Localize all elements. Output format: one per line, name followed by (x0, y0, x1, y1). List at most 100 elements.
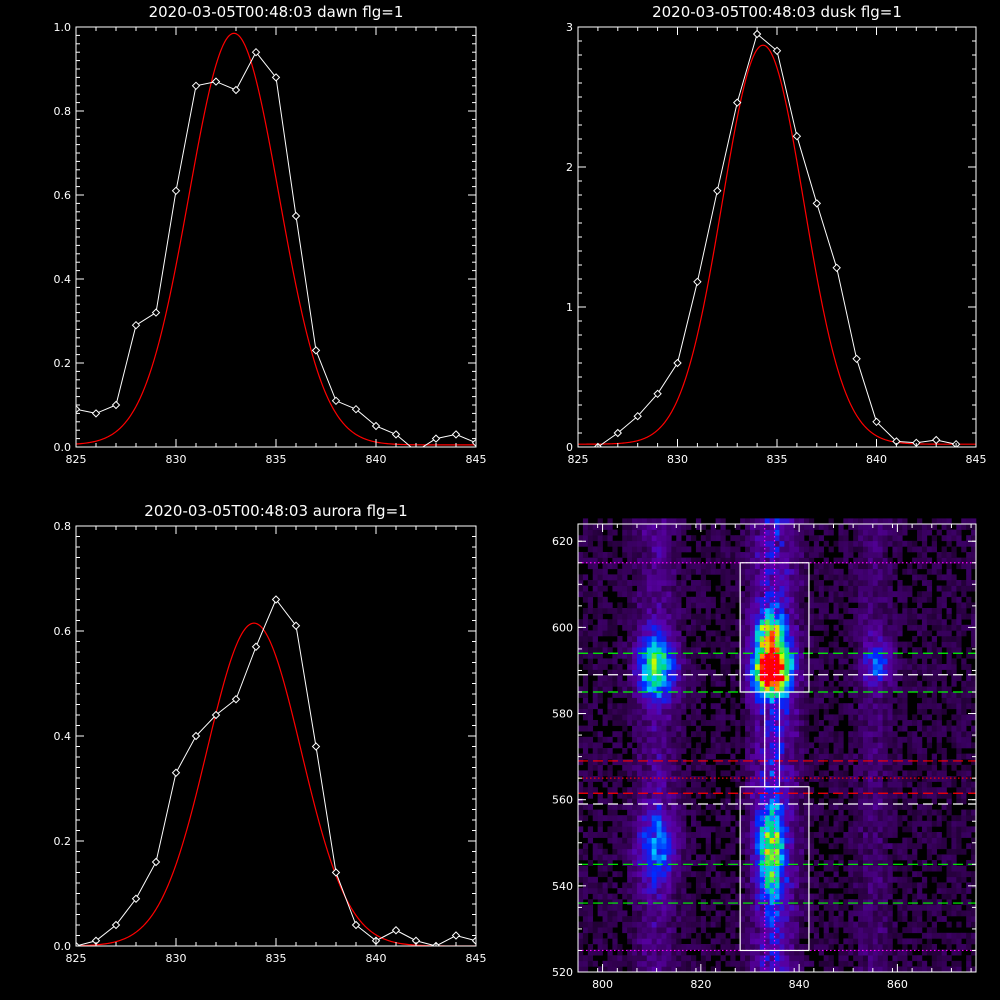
image-pixel (622, 804, 628, 810)
image-pixel (710, 804, 716, 810)
image-pixel (764, 759, 770, 766)
image-pixel (779, 781, 785, 788)
image-pixel (823, 675, 829, 682)
image-pixel (858, 602, 864, 609)
image-pixel (597, 860, 603, 866)
image-pixel (627, 832, 633, 838)
image-pixel (666, 669, 672, 676)
dusk-data-point (633, 411, 642, 421)
image-pixel (720, 518, 726, 525)
image-pixel (853, 804, 859, 810)
image-pixel (764, 720, 770, 726)
image-pixel (818, 826, 824, 833)
image-pixel (691, 843, 697, 850)
image-pixel (661, 960, 667, 967)
image-pixel (887, 641, 893, 648)
image-pixel (602, 832, 608, 838)
image-pixel (661, 658, 667, 665)
image-pixel (749, 753, 756, 760)
image-pixel (833, 781, 839, 788)
image-pixel (872, 960, 879, 967)
image-pixel (794, 860, 800, 866)
image-pixel (769, 770, 775, 777)
image-pixel (632, 770, 638, 777)
image-pixel (882, 759, 888, 766)
image-pixel (799, 580, 805, 586)
image-pixel (759, 848, 766, 855)
image-pixel (897, 630, 903, 637)
image-pixel (730, 888, 736, 894)
image-pixel (749, 916, 756, 922)
image-pixel (877, 770, 883, 777)
image-pixel (641, 652, 648, 659)
image-pixel (632, 944, 638, 950)
image-pixel (720, 552, 726, 558)
image-pixel (651, 932, 657, 939)
image-pixel (636, 619, 643, 626)
image-pixel (749, 557, 756, 564)
image-pixel (636, 518, 643, 525)
image-pixel (676, 731, 682, 738)
image-pixel (745, 893, 751, 900)
image-pixel (691, 697, 697, 704)
image-pixel (656, 820, 662, 827)
image-pixel (833, 820, 839, 827)
image-pixel (779, 888, 785, 894)
image-pixel (582, 910, 589, 917)
image-pixel (745, 608, 751, 614)
image-pixel (745, 680, 751, 687)
image-pixel (804, 932, 810, 939)
image-pixel (578, 815, 584, 822)
image-pixel (892, 630, 898, 637)
image-pixel (799, 832, 805, 838)
image-pixel (681, 748, 687, 754)
image-pixel (804, 574, 810, 581)
image-pixel (769, 664, 775, 670)
image-pixel (686, 826, 692, 833)
image-pixel (784, 832, 790, 838)
image-pixel (774, 708, 780, 715)
image-pixel (818, 552, 824, 558)
image-pixel (779, 960, 785, 967)
image-pixel (720, 893, 726, 900)
image-pixel (892, 966, 898, 973)
image-pixel (740, 518, 746, 525)
image-pixel (666, 708, 672, 715)
image-pixel (627, 652, 633, 659)
image-pixel (632, 916, 638, 922)
image-pixel (597, 518, 603, 525)
image-pixel (661, 921, 667, 928)
image-pixel (764, 888, 770, 894)
image-pixel (745, 669, 751, 676)
image-pixel (602, 893, 608, 900)
image-pixel (656, 546, 662, 553)
image-pixel (808, 641, 815, 648)
image-pixel (902, 893, 908, 900)
image-pixel (882, 910, 888, 917)
image-pixel (617, 580, 623, 586)
image-pixel (808, 552, 815, 558)
image-pixel (759, 804, 766, 810)
image-pixel (813, 764, 820, 771)
image-pixel (754, 876, 761, 883)
image-pixel (607, 804, 613, 810)
image-pixel (612, 776, 618, 782)
image-pixel (843, 574, 849, 581)
image-pixel (853, 613, 859, 620)
image-pixel (823, 524, 829, 530)
image-pixel (779, 938, 785, 945)
image-pixel (867, 837, 874, 844)
image-pixel (872, 792, 879, 799)
image-pixel (651, 860, 657, 866)
image-pixel (622, 568, 628, 575)
image-pixel (764, 647, 770, 654)
image-pixel (612, 714, 618, 721)
image-pixel (848, 518, 854, 525)
image-pixel (705, 865, 711, 872)
image-pixel (828, 809, 834, 816)
image-pixel (661, 535, 667, 542)
image-pixel (818, 804, 824, 810)
image-pixel (764, 686, 770, 693)
image-pixel (749, 882, 756, 889)
image-pixel (700, 591, 707, 598)
